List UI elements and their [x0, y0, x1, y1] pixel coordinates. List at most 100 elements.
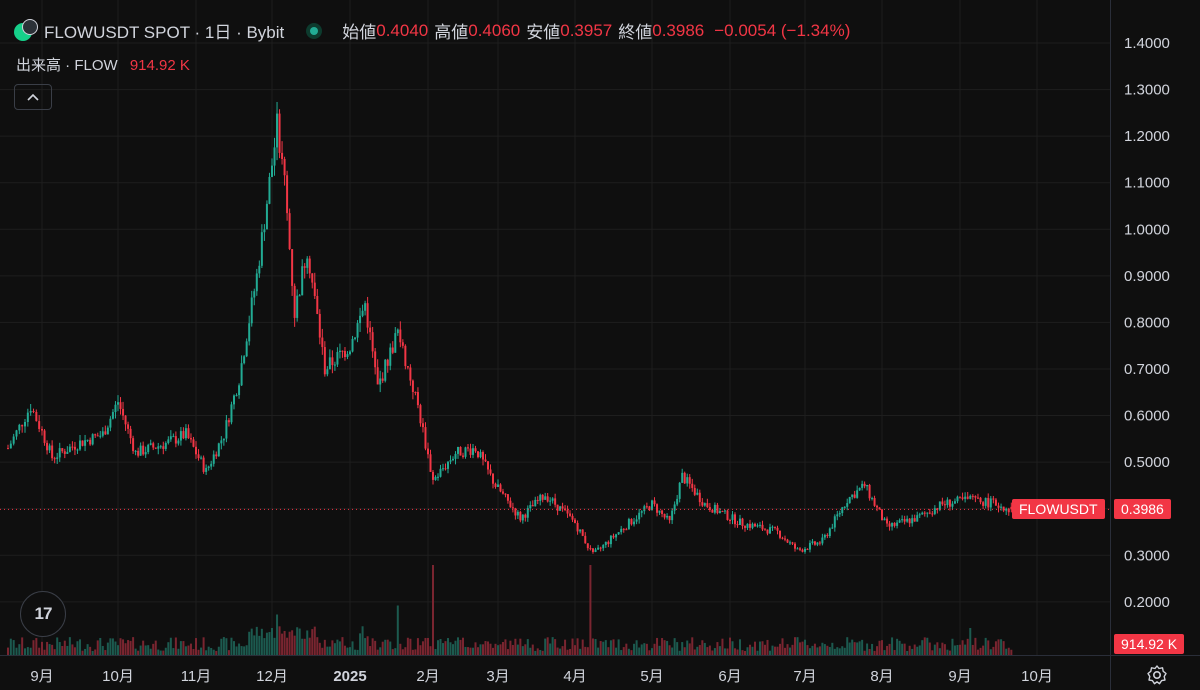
candle-body	[391, 347, 394, 353]
volume-bar	[928, 642, 931, 655]
volume-bar	[119, 638, 122, 655]
collapse-legend-button[interactable]	[14, 84, 52, 110]
volume-bar	[354, 649, 357, 655]
candle-body	[645, 506, 648, 508]
volume-bar	[686, 640, 689, 655]
candle-body	[866, 485, 869, 487]
candle-body	[338, 350, 341, 353]
time-axis[interactable]: 9月 10月 11月 12月 2025 2月 3月 4月 5月 6月 7月 8月 9月 10月	[0, 655, 1200, 686]
volume-bar	[974, 637, 977, 655]
volume-bar	[346, 647, 349, 655]
candle-body	[656, 504, 659, 513]
candle-body	[561, 506, 564, 509]
candle-body	[197, 454, 200, 459]
volume-bar	[821, 642, 824, 655]
volume-bar	[516, 644, 519, 655]
volume-bar	[361, 626, 364, 655]
volume-bar	[604, 640, 607, 655]
volume-bar	[951, 638, 954, 655]
volume-bar	[79, 639, 81, 655]
candle-body	[976, 497, 979, 499]
volume-bar	[454, 640, 457, 655]
price-axis[interactable]: 1.4000 1.3000 1.2000 1.1000 1.0000 0.9000 0.80…	[1110, 0, 1200, 690]
candle-body	[723, 510, 726, 512]
volume-bar	[127, 640, 130, 655]
volume-bar	[452, 644, 454, 655]
volume-bar	[253, 635, 256, 655]
volume-bar	[169, 637, 172, 655]
candle-body	[293, 285, 296, 318]
volume-bar	[222, 637, 225, 655]
volume-bar	[938, 648, 941, 655]
candle-body	[799, 548, 801, 550]
candle-body	[635, 519, 638, 522]
volume-bar	[1005, 648, 1008, 655]
volume-bar	[497, 645, 499, 655]
candle-body	[751, 523, 754, 528]
volume-bar	[559, 648, 562, 655]
volume-bar	[326, 646, 329, 655]
volume-bar	[240, 646, 243, 655]
candle-body	[268, 176, 271, 204]
candle-body	[371, 332, 374, 352]
candle-body	[828, 528, 831, 537]
volume-bar	[617, 639, 620, 655]
candle-body	[283, 159, 286, 176]
volume-bar	[609, 640, 612, 655]
candle-body	[811, 541, 814, 543]
volume-bar	[786, 644, 789, 655]
symbol-title[interactable]: FLOWUSDT SPOT · 1日 · Bybit	[44, 23, 285, 42]
volume-bar	[681, 642, 684, 655]
last-price-tag: 0.3986	[1114, 499, 1171, 519]
candle-body	[612, 535, 615, 538]
candle-body	[826, 534, 829, 537]
candle-body	[638, 512, 641, 520]
candle-body	[607, 541, 610, 545]
candle-body	[871, 498, 874, 500]
candle-body	[364, 303, 367, 311]
volume-bar	[881, 640, 883, 655]
candle-body	[898, 520, 901, 523]
volume-bar	[144, 645, 147, 655]
candle-body	[497, 484, 499, 487]
volume-bar	[439, 639, 442, 655]
candle-body	[291, 249, 294, 286]
tradingview-logo[interactable]: 17	[20, 591, 66, 637]
candle-body	[134, 450, 137, 452]
volume-bar	[343, 645, 346, 655]
volume-bar	[781, 638, 784, 655]
volume-bar	[668, 645, 671, 655]
candle-body	[1002, 506, 1005, 511]
candle-body	[994, 499, 997, 506]
volume-bar	[625, 643, 628, 655]
volume-bar	[260, 628, 263, 655]
volume-bar	[429, 646, 432, 655]
volume-bar	[946, 649, 949, 655]
volume-bar	[437, 640, 439, 655]
candle-body	[989, 498, 992, 508]
candle-body	[421, 423, 424, 428]
volume-bar	[26, 647, 29, 655]
volume-bar	[35, 638, 38, 655]
candle-body	[853, 494, 856, 498]
candle-body	[192, 439, 195, 447]
volume-bar	[391, 649, 394, 655]
volume-bar	[215, 650, 218, 655]
candle-body	[851, 494, 854, 497]
candle-body	[586, 543, 589, 549]
volume-bar	[594, 639, 597, 655]
volume-bar	[878, 640, 881, 655]
volume-bar	[220, 638, 223, 655]
volume-bar	[384, 639, 387, 655]
volume-bar	[187, 645, 190, 655]
volume-bar	[796, 637, 799, 655]
candle-body	[594, 549, 597, 553]
volume-bar	[94, 649, 97, 655]
volume-bar	[640, 644, 643, 655]
candle-body	[386, 359, 389, 366]
settings-gear-icon[interactable]	[1146, 664, 1168, 686]
candle-body	[117, 402, 119, 405]
symbol-legend: FLOWUSDT SPOT · 1日 · Bybit 始値 0.4040 高値 …	[14, 18, 850, 43]
volume-bar	[931, 650, 934, 655]
